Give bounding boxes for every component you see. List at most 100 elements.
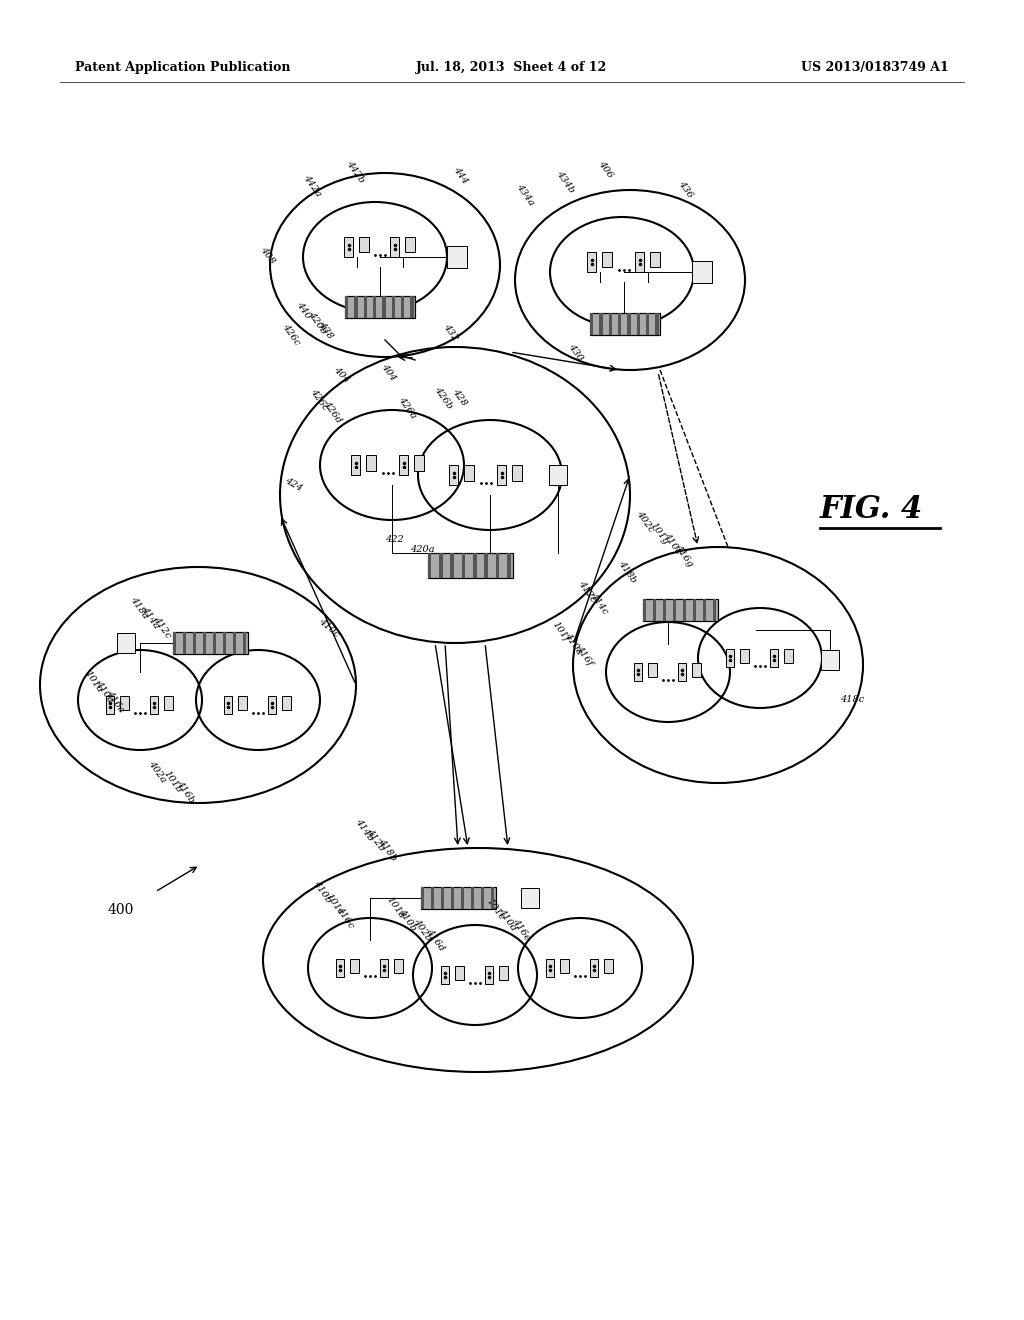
- Bar: [354, 296, 357, 318]
- Bar: [120, 696, 129, 710]
- Text: 416c: 416c: [334, 906, 355, 931]
- Bar: [740, 649, 749, 663]
- Text: 426c: 426c: [308, 387, 330, 412]
- Bar: [345, 296, 348, 318]
- Bar: [726, 649, 734, 667]
- Bar: [421, 887, 424, 909]
- Bar: [642, 599, 646, 620]
- Bar: [588, 252, 596, 272]
- Bar: [770, 649, 778, 667]
- Bar: [381, 960, 388, 977]
- Text: 412b: 412b: [365, 828, 386, 853]
- Text: 442a: 442a: [301, 173, 323, 199]
- Bar: [441, 966, 450, 983]
- Bar: [373, 296, 376, 318]
- Bar: [547, 960, 554, 977]
- Text: 402a: 402a: [146, 759, 168, 785]
- Text: 412c: 412c: [152, 615, 173, 640]
- Text: 410a: 410a: [93, 680, 115, 705]
- Bar: [692, 663, 701, 677]
- Bar: [590, 313, 660, 335]
- Bar: [391, 296, 395, 318]
- Bar: [590, 313, 593, 335]
- Text: 101g: 101g: [648, 520, 670, 546]
- Text: 412c: 412c: [577, 579, 598, 605]
- Text: 434b: 434b: [554, 169, 577, 195]
- Bar: [394, 960, 403, 973]
- Text: 416b: 416b: [174, 779, 196, 805]
- Bar: [628, 313, 631, 335]
- Bar: [560, 960, 569, 973]
- Bar: [172, 632, 176, 653]
- Text: 414a: 414a: [139, 606, 161, 631]
- Bar: [350, 960, 359, 973]
- Bar: [451, 887, 454, 909]
- Text: 408: 408: [258, 246, 276, 265]
- Bar: [164, 696, 173, 710]
- Bar: [450, 465, 458, 484]
- Bar: [679, 663, 686, 681]
- Text: 426a: 426a: [396, 396, 418, 421]
- Text: 430: 430: [566, 342, 585, 363]
- Bar: [663, 599, 666, 620]
- Bar: [213, 632, 216, 653]
- Bar: [637, 313, 640, 335]
- Bar: [344, 238, 353, 257]
- Bar: [411, 296, 414, 318]
- Bar: [500, 966, 508, 979]
- Bar: [172, 632, 248, 653]
- Bar: [151, 696, 158, 714]
- Bar: [618, 313, 622, 335]
- Text: 426b: 426b: [432, 385, 454, 411]
- Text: 416d: 416d: [424, 928, 446, 953]
- Text: 101a: 101a: [82, 669, 103, 694]
- Bar: [451, 553, 454, 578]
- Text: 418b: 418b: [616, 560, 638, 585]
- Bar: [427, 553, 512, 578]
- Text: 406: 406: [596, 160, 614, 180]
- Text: 402b: 402b: [412, 917, 433, 942]
- Bar: [498, 465, 506, 484]
- Bar: [222, 632, 226, 653]
- Bar: [650, 252, 660, 268]
- Bar: [182, 632, 186, 653]
- Bar: [713, 599, 716, 620]
- Bar: [473, 553, 477, 578]
- Bar: [604, 960, 613, 973]
- Bar: [648, 663, 657, 677]
- Text: 402c: 402c: [634, 510, 655, 535]
- Bar: [406, 238, 415, 252]
- Bar: [642, 599, 718, 620]
- Bar: [590, 313, 660, 335]
- Bar: [496, 553, 500, 578]
- Bar: [512, 465, 522, 480]
- Text: 416g: 416g: [674, 543, 695, 568]
- Text: 418a: 418a: [128, 595, 150, 620]
- Text: 416e: 416e: [510, 917, 531, 942]
- Bar: [702, 599, 706, 620]
- Bar: [232, 632, 236, 653]
- Text: 414c: 414c: [589, 591, 609, 616]
- Text: 101d: 101d: [384, 895, 407, 921]
- Bar: [461, 887, 464, 909]
- Bar: [655, 313, 658, 335]
- Bar: [364, 296, 367, 318]
- Bar: [283, 696, 291, 710]
- Bar: [456, 966, 464, 979]
- Bar: [549, 465, 567, 484]
- Text: 436: 436: [676, 180, 694, 199]
- Text: 424: 424: [283, 477, 303, 494]
- Text: 428: 428: [451, 387, 468, 408]
- Bar: [821, 649, 839, 671]
- Bar: [485, 966, 494, 983]
- Bar: [470, 887, 474, 909]
- Text: 400: 400: [108, 903, 134, 917]
- Text: 410a: 410a: [562, 631, 584, 657]
- Text: 101c: 101c: [324, 892, 345, 917]
- Bar: [399, 455, 408, 475]
- Text: 416f: 416f: [574, 643, 595, 667]
- Bar: [646, 313, 649, 335]
- Bar: [337, 960, 344, 977]
- Bar: [430, 887, 434, 909]
- Bar: [636, 252, 644, 272]
